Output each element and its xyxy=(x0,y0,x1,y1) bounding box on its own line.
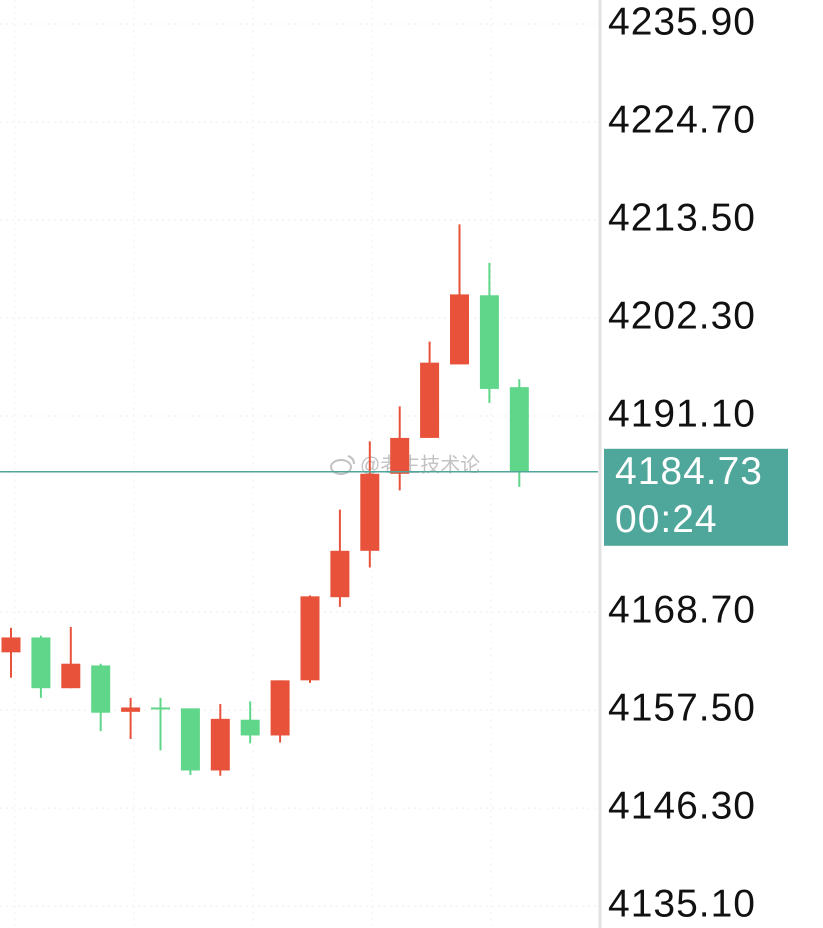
y-tick-label: 4135.10 xyxy=(608,882,756,925)
y-tick-label: 4202.30 xyxy=(608,294,756,337)
candle-body xyxy=(360,473,380,551)
candle-body xyxy=(300,596,320,681)
y-tick-label: 4224.70 xyxy=(608,98,756,141)
last-price-label: 4184.73 xyxy=(615,450,763,493)
candle-body xyxy=(31,637,51,689)
candle-body xyxy=(151,707,170,710)
candle-body xyxy=(240,719,260,736)
candle-body xyxy=(450,294,469,365)
candle-body xyxy=(509,387,529,472)
y-tick-label: 4157.50 xyxy=(608,686,756,729)
y-tick-label: 4235.90 xyxy=(608,0,756,43)
candle-body xyxy=(180,708,200,771)
candle-body xyxy=(420,362,440,438)
last-price-box xyxy=(604,448,788,546)
candle-body xyxy=(91,665,111,713)
y-tick-label: 4146.30 xyxy=(608,784,756,827)
candle-body xyxy=(121,707,141,712)
candle-body xyxy=(270,680,290,736)
candle-body xyxy=(1,637,21,653)
watermark: @老生技术论 xyxy=(360,453,480,476)
candle-body xyxy=(210,718,230,771)
candle-body xyxy=(330,550,350,598)
y-tick-label: 4191.10 xyxy=(608,392,756,435)
countdown-label: 00:24 xyxy=(615,498,718,541)
candle-body xyxy=(479,295,499,389)
y-tick-label: 4213.50 xyxy=(608,196,756,239)
candle-body xyxy=(390,437,410,474)
watermark-icon xyxy=(330,455,355,475)
y-tick-label: 4168.70 xyxy=(608,588,756,631)
candle-body xyxy=(61,663,81,689)
